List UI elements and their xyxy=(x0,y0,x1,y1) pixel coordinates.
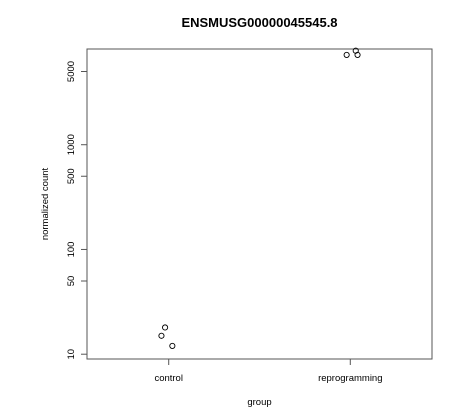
data-points xyxy=(158,47,361,349)
y-tick-label: 500 xyxy=(66,168,77,184)
data-point xyxy=(169,342,176,349)
x-tick-label: reprogramming xyxy=(318,373,382,384)
x-tick-label: control xyxy=(154,373,183,384)
data-point xyxy=(162,324,169,331)
data-point xyxy=(343,51,350,58)
data-point xyxy=(354,51,361,58)
x-axis-label: group xyxy=(247,397,271,408)
plot-frame xyxy=(86,48,433,360)
y-tick-label: 10 xyxy=(66,349,77,360)
y-tick-label: 100 xyxy=(66,242,77,258)
y-tick-label: 5000 xyxy=(66,61,77,82)
y-tick-label: 50 xyxy=(66,276,77,287)
y-axis-label: normalized count xyxy=(40,167,51,240)
y-axis: 10 50 100 500 1000 5000 xyxy=(66,61,88,360)
x-axis: control reprogramming xyxy=(154,358,383,384)
y-tick-label: 1000 xyxy=(66,134,77,155)
chart-title: ENSMUSG00000045545.8 xyxy=(181,15,337,30)
data-point xyxy=(158,332,165,339)
